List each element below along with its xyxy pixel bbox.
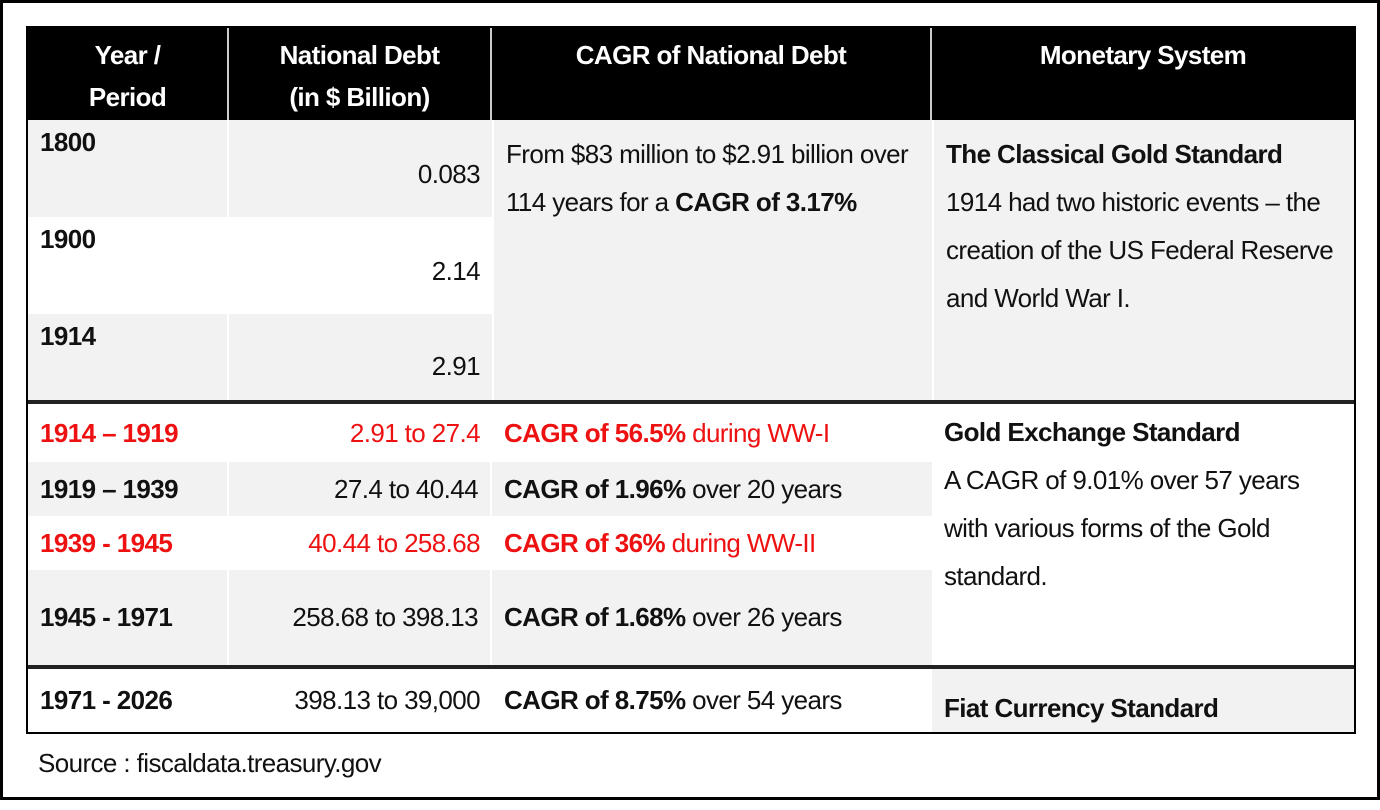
header-line: Monetary System: [1039, 40, 1247, 70]
section-divider: [28, 400, 1354, 404]
debt-cell: 2.91: [229, 314, 492, 402]
cagr-value: CAGR of 56.5%: [504, 418, 686, 448]
year-cell: 1900: [28, 217, 229, 314]
debt-cell: 27.4 to 40.44: [229, 462, 492, 516]
debt-cell: 258.68 to 398.13: [229, 570, 492, 665]
system-title: Gold Exchange Standard: [944, 417, 1241, 447]
cagr-value: CAGR of 1.96%: [504, 474, 686, 504]
header-line: Period: [88, 82, 167, 112]
header-monetary-system: Monetary System: [932, 28, 1354, 120]
cagr-value: CAGR of 3.17%: [675, 187, 857, 217]
cagr-value: CAGR of 36%: [504, 528, 666, 558]
period-cell: 1939 - 1945: [28, 516, 229, 570]
cagr-cell: CAGR of 36% during WW-II: [492, 516, 932, 570]
header-line: (in $ Billion): [289, 82, 430, 112]
header-line: CAGR of National Debt: [575, 40, 847, 70]
system-description: 1914 had two historic events – the creat…: [946, 187, 1334, 313]
system-title: The Classical Gold Standard: [946, 139, 1283, 169]
cagr-cell: CAGR of 1.68% over 26 years: [492, 570, 932, 665]
cagr-description: over 54 years: [685, 685, 842, 715]
cagr-description: From $83 million to $2.91 billion over 1…: [506, 139, 909, 217]
national-debt-table: Year / Period National Debt (in $ Billio…: [26, 26, 1356, 734]
cagr-cell: CAGR of 1.96% over 20 years: [492, 462, 932, 516]
debt-cell: 40.44 to 258.68: [229, 516, 492, 570]
debt-cell: 2.14: [229, 217, 492, 314]
header-line: National Debt: [279, 40, 440, 70]
header-cagr: CAGR of National Debt: [492, 28, 932, 120]
system-cell-section2: Gold Exchange Standard A CAGR of 9.01% o…: [932, 404, 1354, 665]
year-cell: 1800: [28, 120, 229, 217]
cagr-description: during WW-II: [664, 528, 817, 558]
cagr-description: over 20 years: [685, 474, 842, 504]
cagr-description: over 26 years: [685, 602, 842, 632]
year-cell: 1914: [28, 314, 229, 402]
header-line: Year /: [94, 40, 161, 70]
cagr-value: CAGR of 8.75%: [504, 685, 686, 715]
cagr-cell: CAGR of 56.5% during WW-I: [492, 404, 932, 462]
system-cell-section1: The Classical Gold Standard 1914 had two…: [932, 120, 1354, 402]
cagr-cell: CAGR of 8.75% over 54 years: [492, 669, 932, 732]
section-divider: [28, 665, 1354, 669]
cagr-description: during WW-I: [685, 418, 830, 448]
period-cell: 1945 - 1971: [28, 570, 229, 665]
period-cell: 1914 – 1919: [28, 404, 229, 462]
source-note: Source : fiscaldata.treasury.gov: [38, 748, 382, 778]
header-national-debt: National Debt (in $ Billion): [229, 28, 492, 120]
header-year-period: Year / Period: [28, 28, 229, 120]
period-cell: 1971 - 2026: [28, 669, 229, 732]
cagr-value: CAGR of 1.68%: [504, 602, 686, 632]
debt-cell: 2.91 to 27.4: [229, 404, 492, 462]
period-cell: 1919 – 1939: [28, 462, 229, 516]
debt-cell: 0.083: [229, 120, 492, 217]
system-description: A CAGR of 9.01% over 57 years with vario…: [944, 465, 1300, 591]
cagr-cell-section1: From $83 million to $2.91 billion over 1…: [492, 120, 932, 402]
debt-cell: 398.13 to 39,000: [229, 669, 492, 732]
system-cell-section3: Fiat Currency Standard: [932, 669, 1354, 732]
